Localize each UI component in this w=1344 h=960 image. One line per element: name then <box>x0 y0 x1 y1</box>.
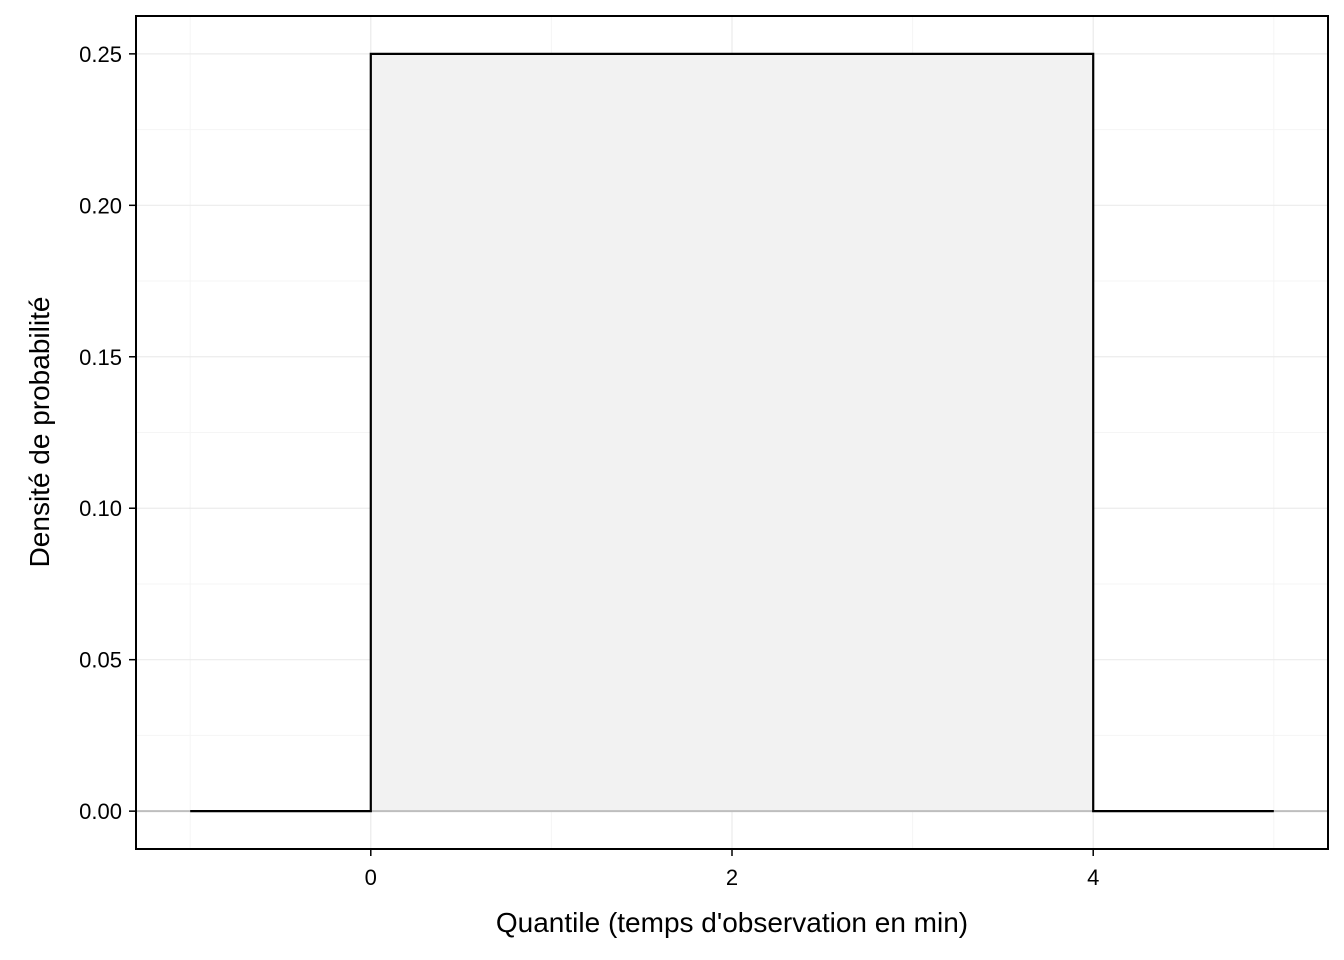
y-tick-label-0: 0.00 <box>79 799 122 824</box>
x-tick-label-2: 4 <box>1087 865 1099 890</box>
y-axis-title: Densité de probabilité <box>24 297 55 568</box>
shaded-region-layer <box>370 53 1094 812</box>
y-tick-label-1: 0.05 <box>79 648 122 673</box>
density-shaded-area <box>370 53 1094 812</box>
y-tick-label-5: 0.25 <box>79 42 122 67</box>
y-tick-label-3: 0.15 <box>79 345 122 370</box>
x-tick-label-1: 2 <box>726 865 738 890</box>
y-axis-ticks: 0.00 0.05 0.10 0.15 0.20 0.25 <box>79 42 136 824</box>
y-tick-label-4: 0.20 <box>79 193 122 218</box>
series-layer <box>190 52 1274 813</box>
density-line-0 <box>190 52 1274 813</box>
x-tick-label-0: 0 <box>365 865 377 890</box>
x-axis-title: Quantile (temps d'observation en min) <box>496 907 968 938</box>
y-tick-label-2: 0.10 <box>79 496 122 521</box>
x-axis-ticks: 0 2 4 <box>365 849 1099 890</box>
